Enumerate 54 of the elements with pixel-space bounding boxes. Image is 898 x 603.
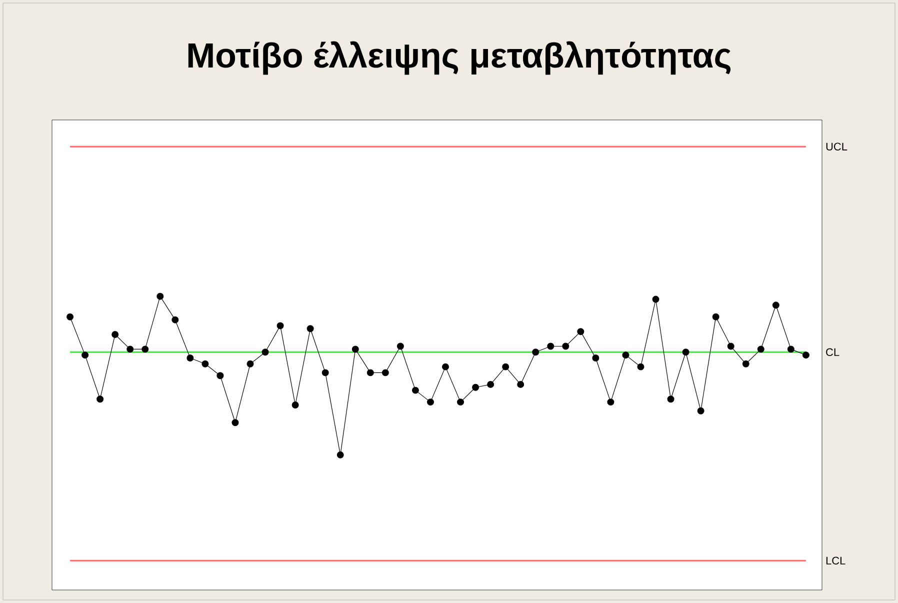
point (772, 302, 780, 309)
point (592, 354, 600, 362)
point (202, 360, 209, 368)
ref-line-label: CL (826, 348, 840, 356)
point (396, 342, 404, 350)
point (382, 369, 389, 376)
point (262, 348, 269, 356)
point (82, 352, 89, 359)
point (276, 322, 284, 330)
point (112, 331, 119, 338)
point (697, 407, 704, 414)
point (667, 396, 674, 403)
point (682, 348, 690, 356)
point (487, 380, 494, 388)
point (802, 352, 810, 359)
point (532, 348, 540, 356)
point (502, 363, 510, 370)
point (652, 296, 660, 303)
point (472, 384, 480, 391)
point (426, 398, 434, 406)
point (126, 346, 134, 353)
point (172, 316, 179, 324)
point (547, 342, 554, 350)
point (577, 328, 584, 336)
point (186, 354, 194, 362)
point (637, 363, 644, 370)
point (66, 313, 74, 320)
point (757, 346, 764, 353)
point (216, 372, 224, 380)
chart-title: Μοτίβο έλλειψης μεταβλητότητας (188, 41, 731, 75)
point (787, 346, 794, 353)
point (366, 369, 374, 376)
point (607, 398, 614, 406)
ref-line-label: LCL (826, 556, 846, 564)
point (246, 360, 254, 368)
point (742, 360, 750, 368)
point (562, 342, 570, 350)
point (457, 398, 464, 406)
point (142, 346, 149, 353)
point (412, 386, 419, 394)
ref-line-label: UCL (826, 142, 848, 150)
point (232, 419, 239, 426)
point (156, 292, 164, 300)
point (322, 369, 329, 376)
point (352, 346, 359, 353)
point (292, 402, 299, 408)
point (517, 380, 524, 388)
point (336, 451, 344, 458)
point (442, 363, 449, 370)
point (96, 396, 104, 403)
point (712, 313, 720, 320)
point (306, 325, 314, 332)
point (727, 342, 734, 350)
point (622, 352, 630, 359)
